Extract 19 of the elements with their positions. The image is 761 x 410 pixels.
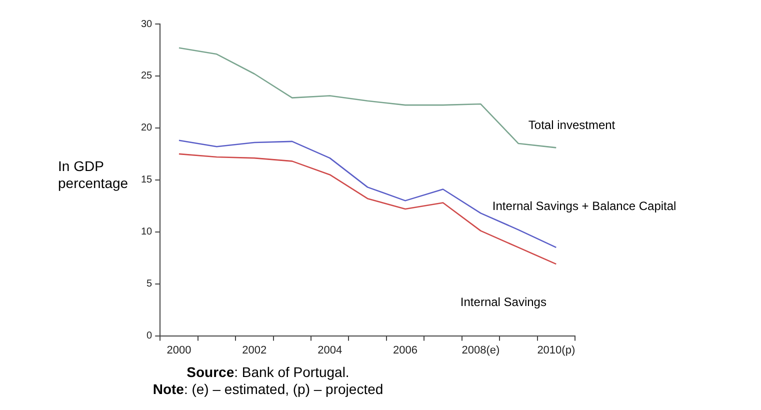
y-tick-label: 10 [141,226,153,238]
series-label: Internal Savings + Balance Capital [492,199,676,214]
x-tick-label: 2000 [166,344,192,356]
source-note: Source: Bank of Portugal. [186,364,350,380]
y-tick-label: 20 [141,122,153,134]
text: Note: (e) – estimated, (p) – projected [152,381,384,397]
x-tick-label: 2006 [393,344,418,356]
x-tick-label: 2010(p) [537,344,576,356]
x-tick-label: 2008(e) [462,344,500,356]
x-tick-label: 2002 [242,344,267,356]
y-tick-label: 15 [141,174,153,186]
series-label: Total investment [528,118,616,132]
y-tick-label: 5 [146,278,153,290]
text: Internal Savings [460,294,546,309]
y-tick-label: 0 [146,330,153,342]
y-tick-label: 30 [141,18,153,30]
y-axis-title: In GDP percentage [58,158,128,191]
x-tick-label: 2004 [318,344,342,356]
y-tick-label: 25 [141,70,153,82]
